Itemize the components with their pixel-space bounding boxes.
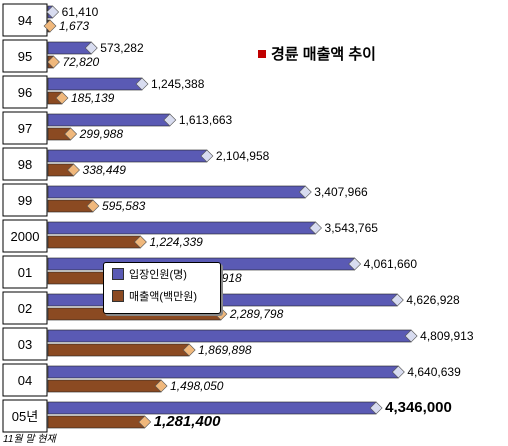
bar-tip-sales [182,343,196,357]
data-label-visitors: 4,626,928 [406,293,460,307]
year-label: 2000 [11,229,40,244]
year-label: 02 [18,301,32,316]
data-label-visitors: 4,346,000 [385,399,452,416]
bar-tip-visitors [404,329,418,343]
bar-tip-sales [64,127,78,141]
chart-title-text: 경륜 매출액 추이 [271,46,376,63]
bar-tip-visitors [200,149,214,163]
legend-item-visitors: 입장인원(명) [104,263,220,285]
year-label: 01 [18,265,32,280]
year-label: 05년 [12,409,38,424]
data-label-sales: 1,224,339 [149,235,203,249]
data-label-visitors: 61,410 [62,5,99,19]
year-box [2,147,48,181]
legend-item-sales: 매출액(백만원) [104,285,220,307]
bar-tip-visitors [135,77,149,91]
year-box [2,219,48,253]
data-label-sales: 338,449 [83,163,127,177]
data-label-sales: 595,583 [102,199,146,213]
year-box [2,399,48,433]
bar-visitors [47,41,92,55]
legend-label-sales: 매출액(백만원) [129,291,198,303]
bar-tip-visitors [390,293,404,307]
year-box [2,3,48,37]
year-box [2,75,48,109]
bar-tip-sales [86,199,100,213]
year-box [2,327,48,361]
legend: 입장인원(명) 매출액(백만원) [103,262,221,314]
bar-tip-sales [138,415,152,429]
data-label-visitors: 3,543,765 [325,221,379,235]
data-label-sales: 1,869,898 [198,343,252,357]
year-label: 98 [18,157,32,172]
data-label-visitors: 1,245,388 [151,77,205,91]
data-label-sales: 2,289,798 [229,307,284,321]
chart-title: 경륜 매출액 추이 [258,43,376,64]
year-box [2,39,48,73]
title-marker-icon [258,49,266,58]
year-label: 94 [18,13,32,28]
bar-tip-sales [43,19,57,33]
data-label-sales: 1,498,050 [170,379,224,393]
bar-sales [47,343,190,357]
bar-sales [47,415,146,429]
bar-tip-sales [134,235,147,249]
year-box [2,255,48,289]
data-label-visitors: 4,061,660 [364,257,418,271]
bar-sales [47,379,162,393]
year-box [2,291,48,325]
year-label: 96 [18,85,32,100]
data-label-sales: 299,988 [79,127,124,141]
bar-sales [47,199,94,213]
bar-visitors [47,77,143,91]
data-label-visitors: 4,809,913 [420,329,474,343]
bar-visitors [47,185,306,199]
legend-swatch-visitors [112,268,124,280]
data-label-sales: 185,139 [71,91,115,105]
legend-swatch-sales [112,290,124,302]
bar-tip-visitors [298,185,312,199]
bar-tip-visitors [348,257,362,271]
data-label-visitors: 573,282 [100,41,144,55]
data-label-sales: 1,673 [59,19,89,33]
bar-tip-visitors [46,5,60,19]
legend-label-visitors: 입장인원(명) [129,269,187,281]
bar-tip-visitors [391,365,405,379]
year-box [2,183,48,217]
year-label: 03 [18,337,32,352]
year-box [2,363,48,397]
data-label-visitors: 3,407,966 [314,185,368,199]
footnote: 11월 말 현재 [3,434,56,445]
bar-tip-sales [154,379,168,393]
data-label-sales: 72,820 [62,55,99,69]
bar-visitors [47,365,399,379]
bar-visitors [47,221,316,235]
bar-visitors [47,113,171,127]
bar-tip-visitors [84,41,98,55]
bar-tip-sales [55,91,69,105]
bar-tip-sales [47,55,60,69]
year-box [2,111,48,145]
bar-visitors [47,329,412,343]
data-label-visitors: 2,104,958 [216,149,270,163]
bar-tip-visitors [369,401,383,415]
year-label: 95 [18,49,32,64]
year-label: 97 [18,121,32,136]
data-label-visitors: 4,640,639 [407,365,461,379]
bar-tip-visitors [163,113,177,127]
bar-sales [47,235,141,249]
year-label: 04 [18,373,32,388]
bar-visitors [47,293,398,307]
bar-visitors [47,149,208,163]
bar-tip-sales [67,163,80,177]
data-label-sales: 1,281,400 [154,413,221,430]
data-label-visitors: 1,613,663 [179,113,233,127]
year-label: 99 [18,193,32,208]
bar-tip-visitors [309,221,322,235]
